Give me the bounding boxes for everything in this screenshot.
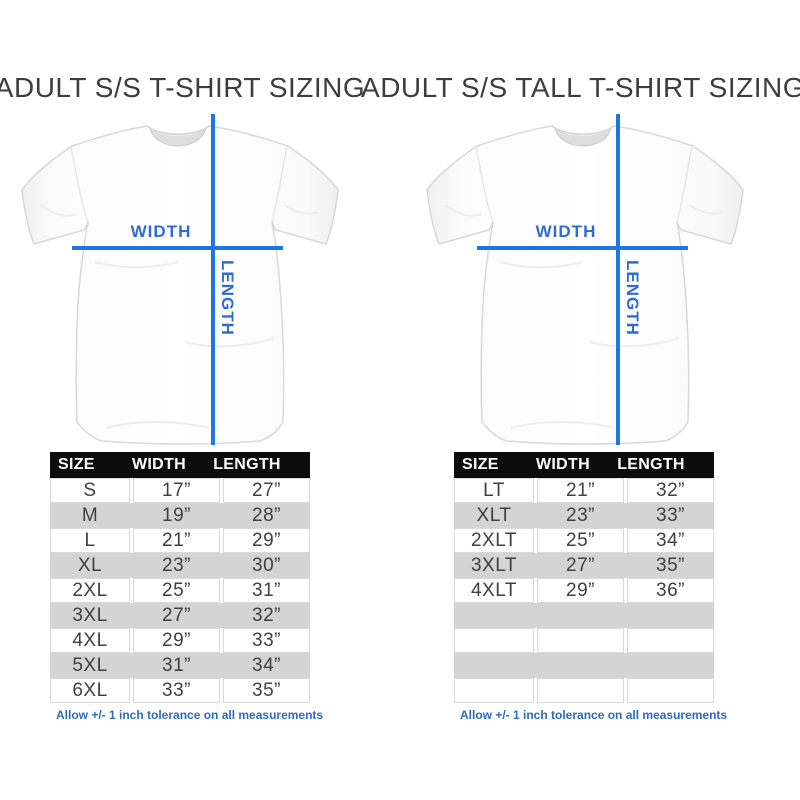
width-measure-line	[477, 246, 688, 250]
length-cell: 33”	[223, 628, 310, 653]
size-column-header: SIZE	[462, 456, 499, 473]
size-cell: 6XL	[50, 678, 130, 703]
width-cell: 29”	[537, 578, 624, 603]
empty-row	[454, 628, 714, 653]
size-cell: 3XLT	[470, 554, 517, 576]
width-cell: 17”	[133, 478, 220, 503]
size-cell: LT	[454, 478, 534, 503]
table-header: SIZE WIDTH LENGTH	[50, 452, 310, 478]
width-label: WIDTH	[535, 222, 597, 241]
empty-row	[454, 653, 714, 678]
length-cell: 34”	[252, 654, 281, 676]
width-cell: 23”	[162, 554, 191, 576]
width-column-header: WIDTH	[536, 456, 590, 473]
size-cell: S	[50, 478, 130, 503]
size-row: 4XLT 29” 36”	[454, 578, 714, 603]
adult-ss-tall-title: ADULT S/S TALL T-SHIRT SIZING	[361, 72, 800, 103]
length-column-header: LENGTH	[617, 456, 685, 473]
size-row: 3XL 27” 32”	[50, 603, 310, 628]
adult-ss-tall-shirt-diagram: WIDTH LENGTH	[415, 110, 755, 448]
width-cell: 19”	[162, 504, 191, 526]
size-row: XL 23” 30”	[50, 553, 310, 578]
size-cell: XL	[77, 554, 103, 576]
width-cell: 21”	[537, 478, 624, 503]
adult-ss-size-table: SIZE WIDTH LENGTH S 17” 27” M 19” 28” L …	[50, 452, 323, 722]
width-column-header: WIDTH	[132, 456, 186, 473]
width-cell: 25”	[133, 578, 220, 603]
size-cell: M	[81, 504, 99, 526]
empty-row	[454, 678, 714, 703]
length-cell: 30”	[252, 554, 281, 576]
adult-ss-shirt-diagram: WIDTH LENGTH	[10, 110, 350, 448]
width-cell: 27”	[566, 554, 595, 576]
length-measure-line	[616, 114, 620, 445]
size-cell: XLT	[476, 504, 512, 526]
size-cell: 4XLT	[454, 578, 534, 603]
table-header: SIZE WIDTH LENGTH	[454, 452, 714, 478]
tolerance-note: Allow +/- 1 inch tolerance on all measur…	[56, 708, 324, 722]
length-cell: 36”	[627, 578, 714, 603]
tshirt-photo	[426, 125, 744, 445]
width-cell: 33”	[133, 678, 220, 703]
size-column-header: SIZE	[58, 456, 95, 473]
tshirt-photo	[21, 125, 339, 445]
size-row: L 21” 29”	[50, 528, 310, 553]
length-cell: 32”	[627, 478, 714, 503]
length-cell: 35”	[656, 554, 685, 576]
length-column-header: LENGTH	[213, 456, 281, 473]
width-label: WIDTH	[130, 222, 192, 241]
length-cell: 28”	[252, 504, 281, 526]
length-cell: 34”	[627, 528, 714, 553]
size-row: S 17” 27”	[50, 478, 310, 503]
tolerance-note: Allow +/- 1 inch tolerance on all measur…	[460, 708, 728, 722]
length-measure-line	[211, 114, 215, 445]
adult-ss-tall-size-table: SIZE WIDTH LENGTH LT 21” 32” XLT 23” 33”…	[454, 452, 727, 722]
width-cell: 23”	[566, 504, 595, 526]
size-row: 2XL 25” 31”	[50, 578, 310, 603]
size-cell: 2XLT	[454, 528, 534, 553]
length-cell: 27”	[223, 478, 310, 503]
size-row: 6XL 33” 35”	[50, 678, 310, 703]
width-cell: 21”	[133, 528, 220, 553]
size-row: 4XL 29” 33”	[50, 628, 310, 653]
width-cell: 31”	[162, 654, 191, 676]
size-row: 2XLT 25” 34”	[454, 528, 714, 553]
empty-row	[454, 603, 714, 628]
length-cell: 31”	[223, 578, 310, 603]
length-cell: 33”	[656, 504, 685, 526]
size-row: 5XL 31” 34”	[50, 653, 310, 678]
width-cell: 29”	[133, 628, 220, 653]
length-cell: 29”	[223, 528, 310, 553]
size-cell: 4XL	[50, 628, 130, 653]
length-cell: 35”	[223, 678, 310, 703]
size-row: LT 21” 32”	[454, 478, 714, 503]
size-cell: L	[50, 528, 130, 553]
adult-ss-title: ADULT S/S T-SHIRT SIZING	[0, 72, 366, 103]
width-cell: 25”	[537, 528, 624, 553]
length-label: LENGTH	[623, 260, 642, 336]
length-cell: 32”	[252, 604, 281, 626]
size-cell: 2XL	[50, 578, 130, 603]
size-row: XLT 23” 33”	[454, 503, 714, 528]
length-label: LENGTH	[218, 260, 237, 336]
size-row: M 19” 28”	[50, 503, 310, 528]
width-cell: 27”	[162, 604, 191, 626]
width-measure-line	[72, 246, 283, 250]
size-row: 3XLT 27” 35”	[454, 553, 714, 578]
size-cell: 5XL	[72, 654, 108, 676]
size-cell: 3XL	[72, 604, 108, 626]
